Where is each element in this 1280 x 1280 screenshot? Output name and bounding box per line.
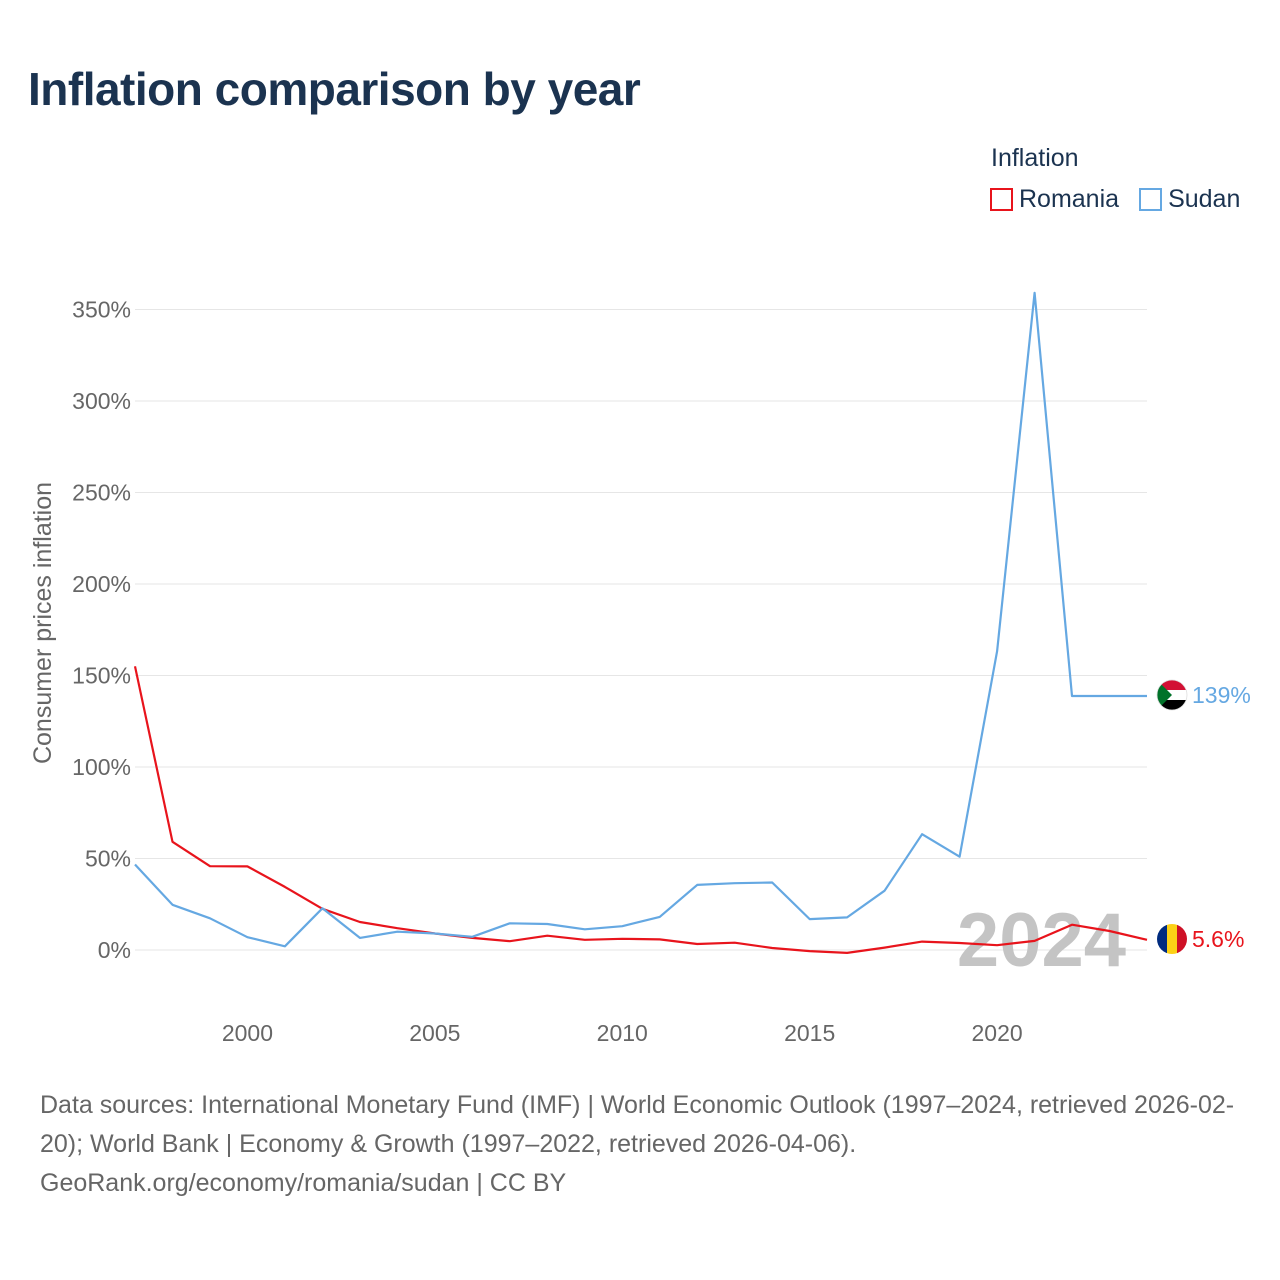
legend-title: Inflation	[991, 144, 1079, 172]
x-tick-label: 2005	[409, 1020, 460, 1046]
legend-item-sudan[interactable]: Sudan	[1139, 185, 1240, 214]
legend-swatch-sudan	[1139, 188, 1163, 211]
sudan-flag-icon	[1156, 679, 1188, 711]
legend-label-romania: Romania	[1019, 185, 1120, 213]
x-tick-label: 2020	[971, 1020, 1022, 1046]
y-tick-label: 0%	[98, 937, 131, 963]
series-lines	[133, 291, 1148, 955]
x-axis-ticks: 2000 2005 2010 2015 2020	[222, 1020, 1023, 1046]
legend-item-romania[interactable]: Romania	[990, 185, 1119, 214]
sudan-end-label: 139%	[1192, 682, 1251, 708]
y-tick-label: 300%	[72, 388, 131, 414]
year-watermark: 2024	[957, 898, 1126, 983]
y-tick-label: 350%	[72, 297, 131, 323]
x-tick-label: 2000	[222, 1020, 273, 1046]
x-tick-label: 2015	[784, 1020, 835, 1046]
y-tick-label: 150%	[72, 663, 131, 689]
series-line-sudan[interactable]	[134, 291, 1147, 948]
y-tick-label: 50%	[85, 846, 131, 872]
legend: Romania Sudan	[990, 185, 1240, 214]
y-axis-ticks: 0% 50% 100% 150% 200% 250% 300% 350%	[72, 297, 131, 964]
romania-flag-icon	[1157, 924, 1187, 954]
y-axis-label: Consumer prices inflation	[29, 482, 57, 764]
series-line-romania[interactable]	[133, 666, 1148, 955]
romania-end-label: 5.6%	[1192, 926, 1244, 952]
footer: Data sources: International Monetary Fun…	[40, 1086, 1250, 1203]
credit-link[interactable]: GeoRank.org/economy/romania/sudan | CC B…	[40, 1169, 567, 1197]
x-tick-label: 2010	[597, 1020, 648, 1046]
y-tick-label: 100%	[72, 754, 131, 780]
chart-title: Inflation comparison by year	[28, 63, 641, 115]
data-sources: Data sources: International Monetary Fun…	[40, 1091, 1235, 1158]
grid	[135, 309, 1147, 951]
y-tick-label: 250%	[72, 480, 131, 506]
legend-label-sudan: Sudan	[1168, 185, 1241, 213]
legend-swatch-romania	[990, 188, 1013, 211]
y-tick-label: 200%	[72, 571, 131, 597]
